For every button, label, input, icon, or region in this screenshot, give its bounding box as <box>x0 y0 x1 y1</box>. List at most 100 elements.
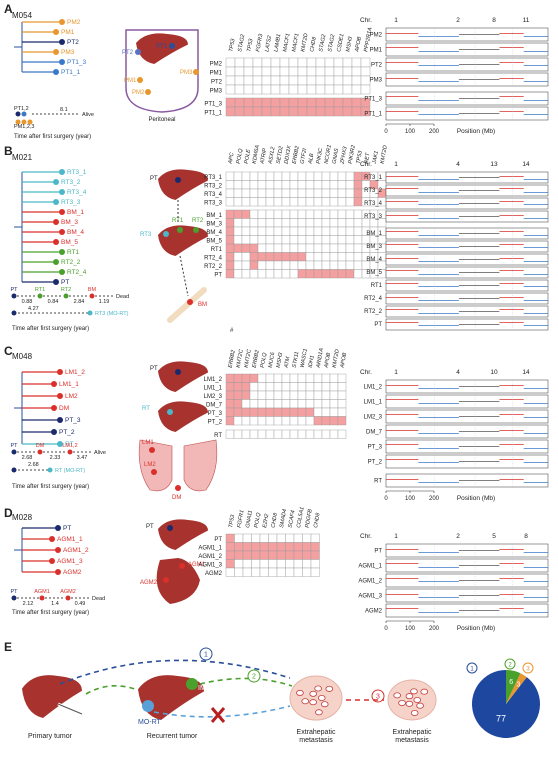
organ-site-label: PM2 <box>132 90 145 96</box>
mutation-cell <box>289 252 299 262</box>
mutation-cell <box>281 382 291 392</box>
timeline-node-label: PT <box>10 443 18 449</box>
mutation-cell <box>293 567 303 577</box>
organ-site-label: RT3 <box>140 232 152 238</box>
mutation-cell <box>289 197 299 207</box>
axis-tick-label: 0 <box>384 129 388 135</box>
tumor-cell <box>317 695 326 702</box>
timeline-dot <box>11 310 17 316</box>
timeline-end: Dead <box>116 294 129 300</box>
mutation-cell <box>265 209 275 219</box>
mutation-cell <box>233 235 243 245</box>
gene-label: TP53 <box>228 513 236 528</box>
mutation-cell <box>329 390 339 400</box>
mutation-cell <box>252 75 263 86</box>
mutation-cell <box>337 390 347 400</box>
mutation-cell <box>329 226 339 236</box>
timeline-dot <box>11 595 17 601</box>
mutation-cell <box>225 429 235 439</box>
chromosome-label: 2 <box>456 17 460 24</box>
sample-row-label: RT3_2 <box>204 184 223 190</box>
tree-node <box>53 199 59 205</box>
mutation-cell <box>297 66 308 77</box>
mutation-cell <box>351 106 362 117</box>
mutation-cell <box>353 171 363 181</box>
gene-label: ERBB2 <box>252 350 261 369</box>
mutation-cell <box>251 559 261 569</box>
mutation-cell <box>297 84 308 95</box>
timeline-bottom-label: PM1,2,3 <box>14 124 34 130</box>
mutation-cell <box>233 382 243 392</box>
panel-label-b: B <box>4 144 13 158</box>
mutation-cell <box>345 171 355 181</box>
mutation-cell <box>252 57 263 68</box>
mutation-cell <box>285 550 295 560</box>
mutation-cell <box>315 106 326 117</box>
mutation-cell <box>353 269 363 279</box>
mutation-cell <box>234 57 245 68</box>
mutation-cell <box>321 180 331 190</box>
mutation-cell <box>297 226 307 236</box>
cn-row-label: RT2_4 <box>364 296 383 302</box>
mutation-cell <box>273 382 283 392</box>
gene-label: KMT2C <box>236 349 245 368</box>
mutation-cell <box>345 188 355 198</box>
timeline-dot <box>87 310 93 316</box>
gene-label: IDH1 <box>308 355 316 368</box>
gene-label: ATM <box>283 356 291 369</box>
tree-node <box>49 536 55 542</box>
mutation-cell <box>353 188 363 198</box>
mutation-cell <box>257 382 267 392</box>
mutation-cell <box>233 373 243 383</box>
mutation-cell <box>268 559 278 569</box>
mutation-cell <box>265 407 275 417</box>
mutation-cell <box>306 84 317 95</box>
timeline-dot <box>37 293 43 299</box>
mutation-cell <box>306 97 317 108</box>
mutation-cell <box>257 399 267 409</box>
mutation-cell <box>281 407 291 417</box>
cn-row-label: PT <box>374 548 382 554</box>
mutation-cell <box>313 188 323 198</box>
tree-node <box>59 249 65 255</box>
timeline-value: 0.84 <box>48 299 59 305</box>
sample-row-label: RT1 <box>211 247 223 253</box>
mutation-cell <box>345 218 355 228</box>
mutation-cell <box>265 269 275 279</box>
mutation-cell <box>310 542 320 552</box>
sample-row-label: LM1_1 <box>204 386 223 392</box>
tumor-cell <box>315 709 323 716</box>
mutation-cell <box>225 407 235 417</box>
gene-label: ARID1A <box>315 347 325 369</box>
mutation-cell <box>249 269 259 279</box>
mutation-cell <box>329 171 339 181</box>
gene-label: TP53 <box>228 37 236 52</box>
mutation-cell <box>265 235 275 245</box>
step-number: 3 <box>376 694 380 701</box>
lung-left <box>138 439 173 492</box>
mutation-cell <box>329 180 339 190</box>
mutation-cell <box>305 188 315 198</box>
tree-label: RT1 <box>67 249 80 256</box>
mutation-cell <box>313 235 323 245</box>
liver-b2 <box>158 225 208 256</box>
tumor-cell <box>320 701 329 708</box>
mutation-cell <box>251 533 261 543</box>
gene-label: WASC1 <box>300 348 309 368</box>
mutation-cell <box>329 269 339 279</box>
mutation-cell <box>276 550 286 560</box>
timeline-value: 0.49 <box>75 601 86 607</box>
chromosome-label: 1 <box>394 161 398 168</box>
mutation-cell <box>342 66 353 77</box>
gene-label: CHD8 <box>271 512 280 529</box>
mutation-cell <box>360 66 371 77</box>
mutation-cell <box>337 416 347 426</box>
gene-label: POLE <box>244 149 253 165</box>
mutation-cell <box>342 97 353 108</box>
gene-label: STK11 <box>292 351 301 368</box>
mutation-cell <box>234 84 245 95</box>
mutation-cell <box>305 407 315 417</box>
mutation-cell <box>233 399 243 409</box>
mutation-cell <box>241 407 251 417</box>
gene-label: GTF2I <box>300 147 309 164</box>
